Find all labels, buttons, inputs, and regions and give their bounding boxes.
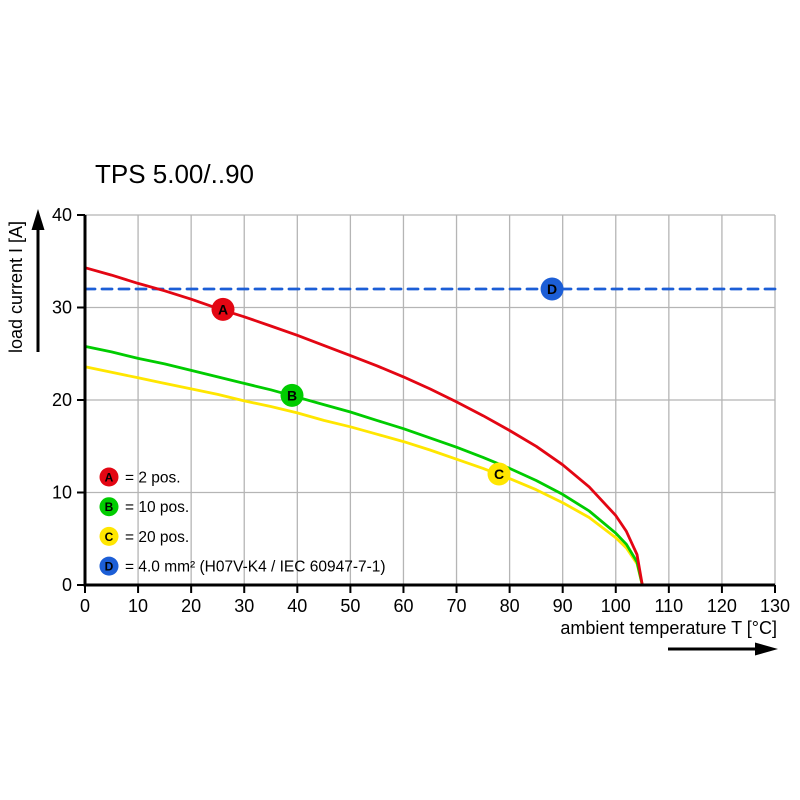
curve-markers: A B C D <box>211 277 564 486</box>
y-tick-label: 10 <box>52 483 72 503</box>
x-tick-label: 20 <box>181 596 201 616</box>
y-tick-label: 40 <box>52 205 72 225</box>
legend-letter-C: C <box>105 530 114 544</box>
marker-A-letter: A <box>218 301 228 317</box>
y-axis-label: load current I [A] <box>6 221 26 353</box>
x-tick-label: 120 <box>707 596 737 616</box>
legend-swatch-B <box>99 497 119 517</box>
x-tick-label: 60 <box>393 596 413 616</box>
x-tick-label: 70 <box>447 596 467 616</box>
marker-D-letter: D <box>547 281 557 297</box>
legend-letter-D: D <box>105 560 114 574</box>
x-tick-label: 0 <box>80 596 90 616</box>
curves <box>83 266 777 587</box>
x-tick-label: 80 <box>500 596 520 616</box>
x-tick-label: 90 <box>553 596 573 616</box>
marker-C-letter: C <box>494 466 504 482</box>
y-tick-label: 20 <box>52 390 72 410</box>
marker-B-circle <box>280 383 304 407</box>
marker-C-circle <box>487 462 511 486</box>
y-tick-label: 30 <box>52 298 72 318</box>
x-tick-label: 130 <box>760 596 790 616</box>
x-tick-label: 10 <box>128 596 148 616</box>
y-axis-arrow-head <box>31 209 45 230</box>
marker-B-letter: B <box>287 387 297 403</box>
legend-swatch-C <box>99 526 119 546</box>
legend-letter-A: A <box>105 471 114 485</box>
x-axis-label: ambient temperature T [°C] <box>560 618 777 638</box>
legend-swatch-A <box>99 467 119 487</box>
legend-letter-B: B <box>105 500 114 514</box>
legend-label-B: = 10 pos. <box>125 499 189 516</box>
curve-B <box>83 344 644 587</box>
marker-A-circle <box>211 297 235 321</box>
x-tick-label: 100 <box>601 596 631 616</box>
gridlines <box>85 214 776 585</box>
y-tick-label: 0 <box>62 575 72 595</box>
x-axis-arrow-head <box>755 642 778 656</box>
x-tick-label: 110 <box>654 596 683 616</box>
legend-label-C: = 20 pos. <box>125 529 189 546</box>
legend-label-A: = 2 pos. <box>125 470 181 487</box>
x-tick-label: 30 <box>234 596 254 616</box>
curve-A <box>83 266 644 587</box>
x-tick-label: 50 <box>340 596 360 616</box>
x-tick-label: 40 <box>287 596 307 616</box>
chart-title: TPS 5.00/..90 <box>95 159 254 189</box>
legend-label-D: = 4.0 mm² (H07V-K4 / IEC 60947-7-1) <box>125 559 386 576</box>
marker-D-circle <box>540 277 564 301</box>
curve-C <box>83 365 644 587</box>
legend: A = 2 pos. B = 10 pos. C = 20 pos. D = 4.0 mm² … <box>99 467 386 576</box>
legend-swatch-D <box>99 556 119 576</box>
